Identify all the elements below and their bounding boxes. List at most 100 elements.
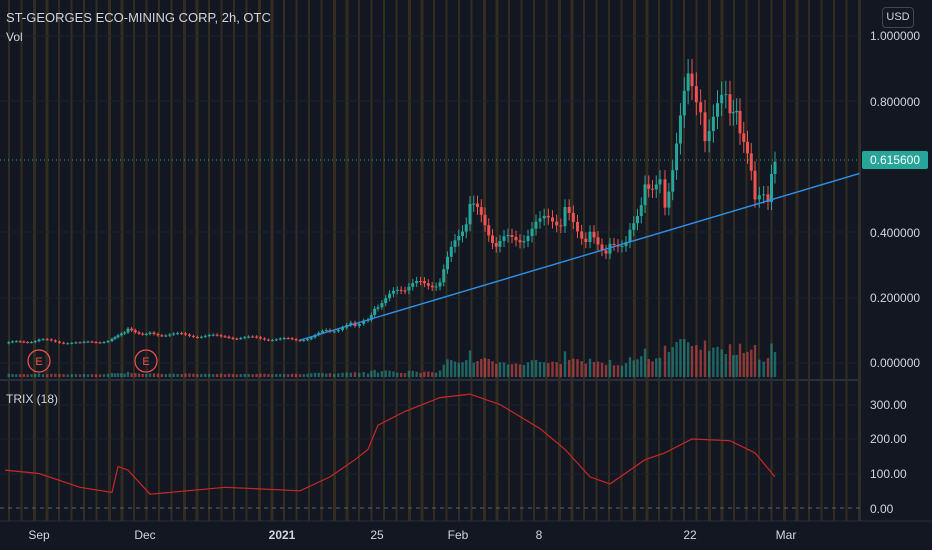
candle-body — [671, 170, 675, 192]
session-stripe — [545, 0, 548, 521]
volume-bar — [686, 342, 690, 377]
volume-bar — [196, 374, 199, 377]
candle-body — [309, 337, 313, 340]
session-stripe — [470, 0, 473, 521]
volume-bar — [419, 372, 422, 377]
session-stripe — [570, 0, 574, 521]
volume-bar — [113, 373, 117, 377]
candle-body — [282, 338, 286, 340]
price-label: 0.800000 — [870, 95, 921, 109]
volume-bar — [204, 373, 207, 377]
candle-body — [199, 336, 203, 338]
candle-body — [395, 289, 399, 291]
candle-body — [223, 336, 227, 338]
volume-bar — [510, 364, 514, 377]
candle-body — [116, 335, 120, 338]
trix-line — [4, 393, 776, 495]
candle-body — [33, 341, 37, 343]
candle-body — [546, 215, 550, 218]
candle-body — [123, 332, 127, 334]
candle-body — [612, 243, 616, 246]
candle-body — [720, 94, 724, 104]
candle-body — [731, 112, 735, 114]
volume-bar — [551, 361, 554, 377]
volume-bar — [580, 361, 583, 377]
candle-body — [584, 238, 588, 243]
session-stripe — [345, 0, 349, 521]
volume-bar — [712, 347, 715, 377]
volume-bar — [235, 374, 239, 377]
volume-bar — [518, 364, 522, 377]
session-stripe — [383, 0, 385, 521]
volume-bar — [457, 362, 460, 377]
candle-body — [247, 336, 251, 338]
candle-body — [461, 231, 464, 237]
candle-body — [298, 340, 302, 342]
time-label: Sep — [28, 528, 50, 542]
volume-bar — [130, 373, 133, 377]
session-stripe — [20, 0, 23, 521]
session-stripe — [508, 0, 510, 521]
session-stripe — [45, 0, 49, 521]
candle-body — [243, 337, 247, 339]
volume-indicator-label[interactable]: Vol — [6, 30, 23, 44]
volume-bar — [164, 374, 167, 377]
session-stripe — [683, 0, 685, 521]
candle-body — [294, 339, 298, 341]
volume-bar — [732, 355, 735, 377]
candle-body — [148, 332, 152, 334]
volume-bar — [302, 374, 305, 377]
volume-bar — [667, 352, 671, 377]
price-label: 0.000000 — [870, 356, 921, 370]
candle-body — [753, 170, 757, 200]
session-stripe — [145, 0, 148, 521]
candle-body — [628, 229, 632, 243]
candle-body — [703, 112, 707, 142]
volume-bar — [465, 359, 468, 377]
candle-body — [770, 174, 773, 203]
candle-body — [302, 340, 306, 342]
candle-body — [172, 333, 176, 335]
grid-lines — [0, 35, 860, 475]
candle-body — [235, 338, 239, 340]
candle-body — [699, 102, 703, 113]
volume-bar — [592, 361, 596, 377]
candle-body — [643, 184, 647, 206]
event-marker-2[interactable]: E — [134, 349, 158, 373]
candle-body — [349, 322, 353, 325]
session-stripe — [695, 0, 698, 521]
trix-label[interactable]: TRIX (18) — [6, 392, 59, 406]
candle-body — [203, 335, 207, 337]
volume-bar — [483, 358, 487, 377]
symbol-title[interactable]: ST-GEORGES ECO-MINING CORP, 2h, OTC — [6, 10, 271, 25]
session-stripe — [58, 0, 60, 521]
volume-bar — [643, 348, 647, 377]
session-stripe — [95, 0, 98, 521]
candle-body — [580, 231, 584, 239]
candle-body — [419, 280, 423, 282]
volume-bar — [461, 362, 464, 377]
candle-body — [479, 207, 483, 215]
currency-button[interactable]: USD — [882, 7, 914, 28]
candle-body — [274, 339, 278, 341]
candle-body — [678, 115, 682, 144]
session-stripe — [358, 0, 360, 521]
candle-body — [399, 289, 403, 291]
trix-axis-label: 100.00 — [870, 467, 907, 481]
candle-body — [526, 236, 530, 242]
volume-bar — [90, 374, 94, 377]
time-label: 25 — [370, 528, 384, 542]
candle-body — [494, 242, 498, 247]
volume-bar — [231, 373, 235, 377]
candle-body — [453, 240, 457, 247]
candle-body — [94, 341, 98, 343]
time-label: 8 — [535, 528, 543, 542]
candle-body — [357, 323, 361, 326]
volume-bar — [137, 373, 141, 377]
volume-bar — [41, 374, 45, 377]
candle-body — [255, 336, 259, 338]
volume-bar — [192, 373, 195, 377]
candle-body — [506, 235, 510, 237]
event-marker-1[interactable]: E — [27, 349, 51, 373]
